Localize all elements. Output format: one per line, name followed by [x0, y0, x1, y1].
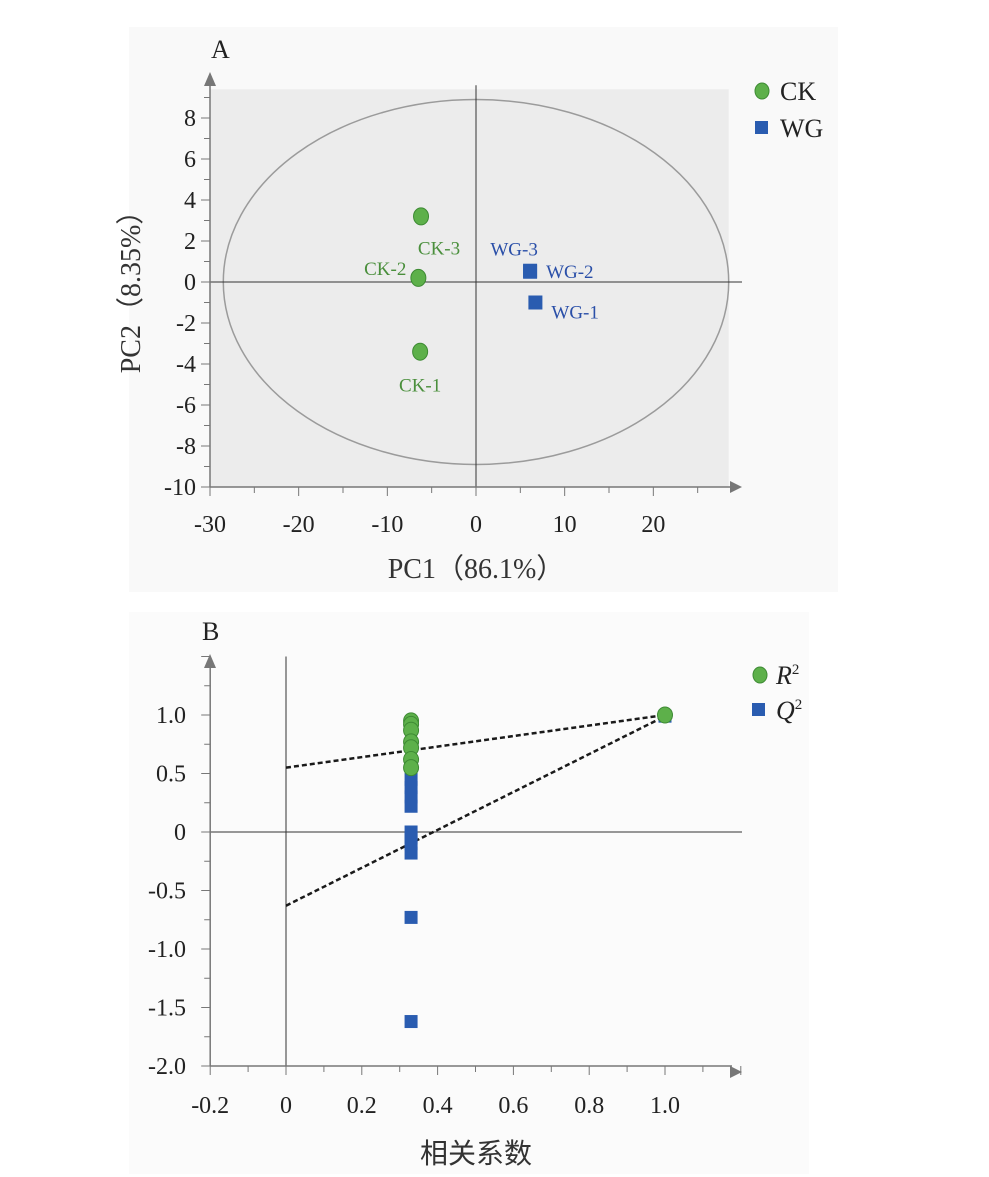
q2-point: [404, 846, 418, 860]
x-axis-title-a: PC1（86.1%）: [388, 553, 565, 585]
r2-point: [403, 759, 420, 777]
x-axis-arrow-a: [730, 481, 742, 493]
x-tick-label-a: 10: [553, 512, 577, 538]
legend-r2-label: R2: [775, 661, 799, 690]
y-tick-label-a: -6: [176, 393, 196, 419]
legend-q2-marker: [752, 703, 765, 716]
plot-area-a: [210, 89, 729, 488]
y-tick-label-b: 0.5: [156, 762, 186, 788]
y-axis-title-a: PC2（8.35%）: [115, 197, 147, 374]
regression-line-r2: [285, 713, 666, 769]
y-tick-label-b: -1.5: [148, 996, 186, 1022]
q2-point: [404, 825, 418, 839]
data-label-wg-2: WG-2: [546, 262, 593, 283]
panel-a-plot: -30 -20 -10 0 10 20-10-8-6-4-202468PC1（86.1%）…: [115, 72, 742, 585]
data-label-ck-1: CK-1: [399, 376, 441, 397]
x-tick-label-b: 1.0: [650, 1093, 680, 1119]
legend-ck-label: CK: [780, 77, 816, 106]
y-tick-label-a: 4: [184, 188, 196, 214]
data-point-wg-1: [528, 295, 543, 310]
x-tick-label-b: -0.2: [191, 1093, 229, 1119]
data-point-ck-2: [410, 268, 427, 287]
panel-b-background: [129, 612, 809, 1174]
x-tick-label-a: -30: [194, 512, 226, 538]
x-tick-label-b: 0.4: [423, 1093, 453, 1119]
y-tick-label-b: -1.0: [148, 937, 186, 963]
panel-b-plot: -0.2 0 0.2 0.4 0.6 0.8 1.0 -2.0 -1.5 -1.0 -0.5 0 0.5…: [148, 654, 742, 1170]
y-axis-arrow-a: [204, 72, 216, 86]
x-tick-label-a: 0: [470, 512, 482, 538]
legend-wg-label: WG: [780, 114, 823, 143]
y-tick-label-a: -8: [176, 434, 196, 460]
data-label-wg-3: WG-3: [490, 240, 537, 261]
y-tick-label-b: 1.0: [156, 703, 186, 729]
legend-q2-label: Q2: [776, 696, 802, 725]
y-tick-label-a: -4: [176, 352, 196, 378]
legend-wg-marker: [755, 121, 768, 134]
data-label-wg-1: WG-1: [551, 303, 598, 324]
y-tick-label-b: -0.5: [148, 879, 186, 905]
y-tick-label-a: 8: [184, 106, 196, 132]
x-tick-label-b: 0.2: [347, 1093, 377, 1119]
panel-label-a: A: [211, 35, 230, 64]
data-point-wg-3: [523, 263, 538, 278]
q2-point: [404, 910, 418, 924]
x-axis-arrow-b: [730, 1066, 742, 1078]
q2-point: [404, 1015, 418, 1029]
y-axis-arrow-b: [204, 654, 216, 668]
regression-line-q2: [285, 715, 666, 907]
q2-point: [404, 799, 418, 813]
legend-r2-marker: [752, 666, 768, 684]
data-label-ck-2: CK-2: [364, 259, 406, 280]
y-tick-label-a: -10: [164, 475, 196, 501]
x-tick-label-b: 0.6: [498, 1093, 528, 1119]
r2-point: [657, 706, 673, 724]
x-tick-label-a: -20: [283, 512, 315, 538]
data-point-ck-3: [413, 207, 430, 226]
x-tick-label-a: -10: [371, 512, 403, 538]
y-tick-label-b: -2.0: [148, 1054, 186, 1080]
panel-label-b: B: [202, 617, 219, 646]
x-tick-label-b: 0: [280, 1093, 292, 1119]
x-axis-title-b: 相关系数: [420, 1138, 532, 1170]
y-tick-label-a: 0: [184, 270, 196, 296]
x-tick-label-b: 0.8: [574, 1093, 604, 1119]
legend-b: R2 Q2: [752, 661, 802, 725]
y-tick-label-b: 0: [174, 820, 186, 846]
legend-ck-marker: [754, 82, 770, 100]
data-point-ck-1: [412, 342, 429, 361]
y-tick-label-a: 2: [184, 229, 196, 255]
data-label-ck-3: CK-3: [418, 238, 460, 259]
y-tick-label-a: -2: [176, 311, 196, 337]
legend-a: CK WG: [754, 77, 823, 143]
y-tick-label-a: 6: [184, 147, 196, 173]
x-tick-label-a: 20: [641, 512, 665, 538]
